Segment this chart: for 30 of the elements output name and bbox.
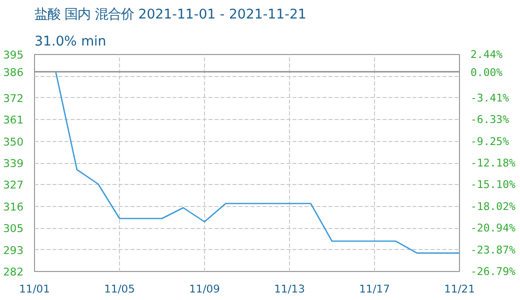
x-tick-label: 11/01	[19, 282, 50, 296]
y-tick-label: 395	[3, 48, 24, 62]
x-tick-label: 11/21	[444, 282, 475, 296]
y2-tick-label: -6.33%	[470, 113, 510, 126]
x-tick-label: 11/05	[104, 282, 135, 296]
y2-tick-label: -20.94%	[470, 222, 516, 235]
y-tick-label: 339	[3, 157, 24, 170]
y-tick-label: 327	[3, 178, 24, 192]
y2-tick-label: -15.10%	[470, 178, 516, 192]
y-tick-label: 282	[3, 266, 24, 278]
y2-tick-label: -3.41%	[470, 91, 510, 104]
y-tick-label: 386	[3, 66, 24, 79]
y2-tick-label: -9.25%	[470, 134, 510, 148]
chart-title: 盐酸 国内 混合价 2021-11-01 - 2021-11-21	[34, 8, 306, 22]
y2-tick-label: -12.18%	[470, 156, 516, 170]
chart-subtitle: 31.0% min	[34, 34, 106, 50]
y-tick-label: 316	[3, 200, 24, 214]
x-tick-label: 11/09	[189, 282, 220, 296]
y2-tick-label: -23.87%	[470, 243, 516, 256]
y-tick-label: 372	[3, 92, 24, 105]
y2-tick-label: 2.44%	[470, 48, 504, 61]
y-tick-label: 293	[3, 244, 24, 257]
y-tick-label: 305	[3, 222, 24, 236]
y2-tick-label: -26.79%	[470, 265, 516, 278]
y2-tick-label: -18.02%	[470, 200, 516, 213]
x-tick-label: 11/17	[359, 282, 390, 296]
x-tick-label: 11/13	[274, 282, 305, 296]
y-tick-label: 361	[3, 114, 24, 127]
y-tick-label: 350	[3, 135, 24, 148]
y2-tick-label: 0.00%	[470, 66, 504, 80]
